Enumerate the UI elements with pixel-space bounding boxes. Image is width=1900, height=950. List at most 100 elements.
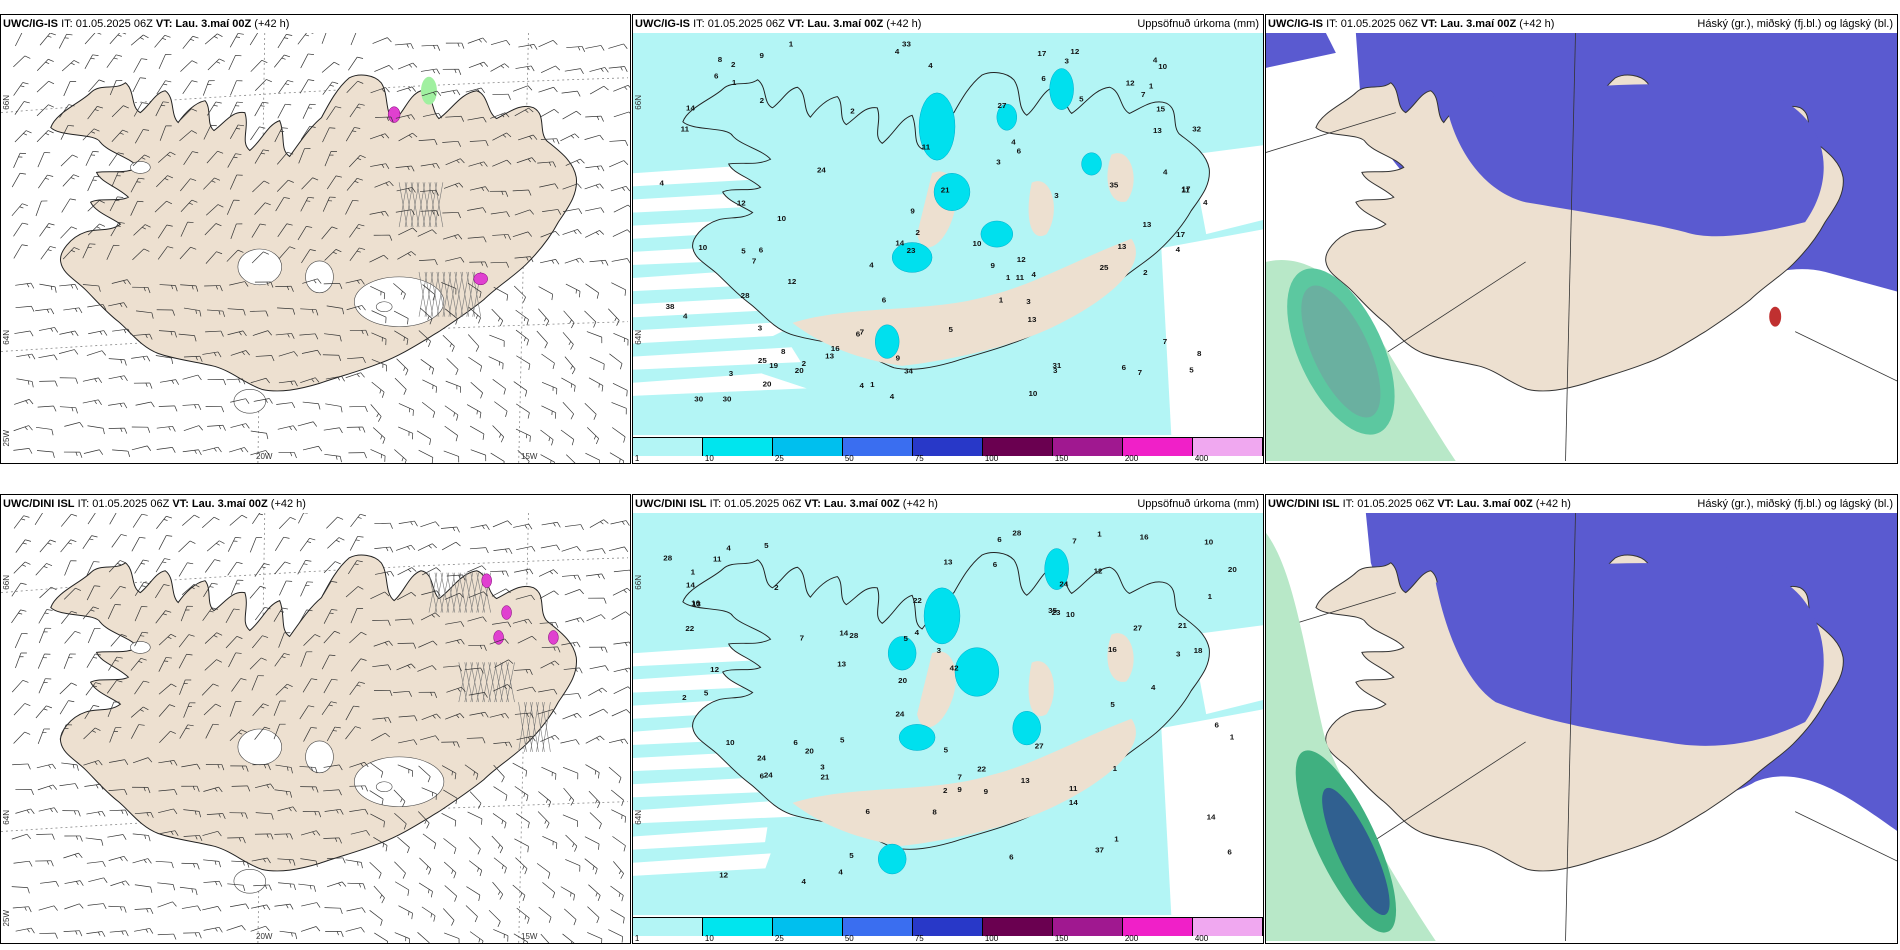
precip-value-label: 12: [1070, 47, 1079, 56]
valid-label: VT:: [1437, 498, 1454, 510]
colorbar-tick-label: 75: [914, 934, 924, 943]
wind-map: [1, 513, 630, 943]
precip-value-label: 5: [944, 746, 949, 755]
colorbar-tick-label: 100: [984, 454, 999, 463]
precip-value-label: 22: [977, 765, 986, 774]
precip-value-label: 2: [916, 228, 920, 237]
lead-time: (+42 h): [254, 18, 290, 30]
precip-value-label: 25: [1100, 263, 1110, 272]
precip-value-label: 1: [1113, 764, 1118, 773]
colorbar-swatch: [983, 918, 1053, 936]
colorbar-tick-label: 200: [1124, 934, 1139, 943]
precip-value-label: 5: [764, 541, 769, 550]
precip-value-label: 16: [1140, 533, 1150, 542]
precip-value-label: 31: [1052, 361, 1062, 370]
precip-value-label: 8: [932, 808, 937, 817]
precip-value-label: 2: [760, 96, 764, 105]
lat-lon-label-x1: 20W: [256, 452, 273, 461]
iceland-landmass: [50, 74, 577, 392]
init-time: IT: 01.05.2025 06Z: [77, 498, 170, 510]
init-time: IT: 01.05.2025 06Z: [693, 18, 785, 30]
map-panel-dini-cloud: UWC/DINI ISL IT: 01.05.2025 06Z VT: Lau.…: [1265, 494, 1898, 944]
panel-header: UWC/IG-IS IT: 01.05.2025 06Z VT: Lau. 3.…: [633, 15, 1263, 33]
colorbar-swatch: [633, 438, 703, 456]
lead-time: (+42 h): [886, 18, 922, 30]
lead-time: (+42 h): [270, 498, 306, 510]
precip-value-label: 4: [1203, 198, 1208, 207]
colorbar-tick-label: 400: [1194, 454, 1209, 463]
panel-header: UWC/IG-IS IT: 01.05.2025 06Z VT: Lau. 3.…: [1266, 15, 1897, 33]
precip-value-label: 6: [760, 772, 765, 781]
precip-value-label: 30: [723, 395, 732, 404]
precip-value-label: 7: [1141, 90, 1145, 99]
precip-value-label: 14: [686, 581, 696, 590]
precip-value-label: 4: [802, 877, 807, 886]
precip-value-label: 12: [1094, 567, 1103, 576]
field-title: Háský (gr.), miðský (fj.bl.) og lágský (…: [1697, 498, 1893, 510]
lat-lon-label-mid: 64N: [634, 330, 643, 345]
precip-value-label: 27: [998, 101, 1007, 110]
map-area: [1, 33, 630, 463]
precip-value-label: 1: [1208, 592, 1213, 601]
model-name: UWC/DINI ISL: [1268, 498, 1340, 510]
precip-value-label: 32: [1192, 125, 1201, 134]
colorbar-swatch: [1193, 438, 1263, 456]
precip-value-label: 1: [1149, 82, 1154, 91]
precip-map: 3454565764682742651214161213428243372824…: [633, 513, 1263, 916]
colorbar-tick-label: 75: [914, 454, 924, 463]
cloud-map: [1266, 33, 1897, 462]
precip-value-label: 6: [1009, 853, 1014, 862]
precip-value-label: 11: [681, 125, 690, 134]
colorbar-tick-label: 200: [1124, 454, 1139, 463]
precip-value-label: 4: [915, 628, 920, 637]
colorbar-tick-label: 25: [774, 454, 784, 463]
precip-value-label: 2: [774, 583, 778, 592]
precip-value-label: 1: [732, 78, 737, 87]
panel-header: UWC/IG-IS IT: 01.05.2025 06Z VT: Lau. 3.…: [1, 15, 630, 33]
colorbar-tick-label: 400: [1194, 934, 1209, 943]
map-panel-igis-precip: UWC/IG-IS IT: 01.05.2025 06Z VT: Lau. 3.…: [632, 14, 1264, 464]
colorbar-tick-label: 100: [984, 934, 999, 943]
precip-value-label: 8: [718, 55, 723, 64]
map-panel-igis-wind: UWC/IG-IS IT: 01.05.2025 06Z VT: Lau. 3.…: [0, 14, 631, 464]
precip-value-label: 4: [1011, 138, 1016, 147]
panel-header: UWC/DINI ISL IT: 01.05.2025 06Z VT: Lau.…: [1266, 495, 1897, 513]
precip-value-label: 4: [1176, 245, 1181, 254]
precip-value-label: 2: [1143, 268, 1147, 277]
precip-value-label: 10: [777, 214, 786, 223]
precip-value-label: 24: [895, 710, 905, 719]
precip-value-label: 20: [898, 676, 907, 685]
precip-value-label: 13: [1021, 776, 1031, 785]
precip-value-label: 17: [1182, 185, 1191, 194]
precip-value-label: 16: [831, 344, 841, 353]
colorbar-tick-label: 50: [844, 934, 854, 943]
precip-value-label: 10: [973, 239, 982, 248]
precip-value-label: 14: [1207, 813, 1217, 822]
precip-value-label: 7: [1138, 368, 1142, 377]
precip-value-label: 5: [948, 325, 953, 334]
lat-lon-label-mid: 64N: [634, 810, 643, 825]
precip-value-label: 23: [907, 246, 917, 255]
lead-time: (+42 h): [1535, 498, 1571, 510]
valid-time: Lau. 3.maí 00Z: [1456, 498, 1533, 510]
precip-value-label: 3: [1176, 650, 1181, 659]
map-area: [1266, 33, 1897, 463]
precip-value-label: 10: [1028, 389, 1037, 398]
precip-value-label: 22: [685, 624, 694, 633]
map-panel-dini-wind: UWC/DINI ISL IT: 01.05.2025 06Z VT: Lau.…: [0, 494, 631, 944]
lat-lon-label-top: 66N: [634, 95, 643, 110]
precip-value-label: 6: [1227, 848, 1232, 857]
precip-value-label: 12: [1126, 79, 1135, 88]
valid-time: Lau. 3.maí 00Z: [191, 498, 268, 510]
precip-value-label: 4: [1151, 683, 1156, 692]
map-panel-igis-cloud: UWC/IG-IS IT: 01.05.2025 06Z VT: Lau. 3.…: [1265, 14, 1898, 464]
precip-value-label: 35: [1109, 181, 1119, 190]
precip-colorbar: 1 10 25 50 75 100 150 200 400: [633, 437, 1263, 463]
precip-value-label: 1: [1097, 530, 1102, 539]
precip-value-label: 3: [820, 763, 825, 772]
precip-value-label: 42: [950, 664, 959, 673]
valid-time: Lau. 3.maí 00Z: [1440, 18, 1517, 30]
precip-value-label: 5: [904, 634, 909, 643]
precip-value-label: 4: [859, 381, 864, 390]
lat-lon-label-bottom: 25W: [2, 910, 11, 927]
